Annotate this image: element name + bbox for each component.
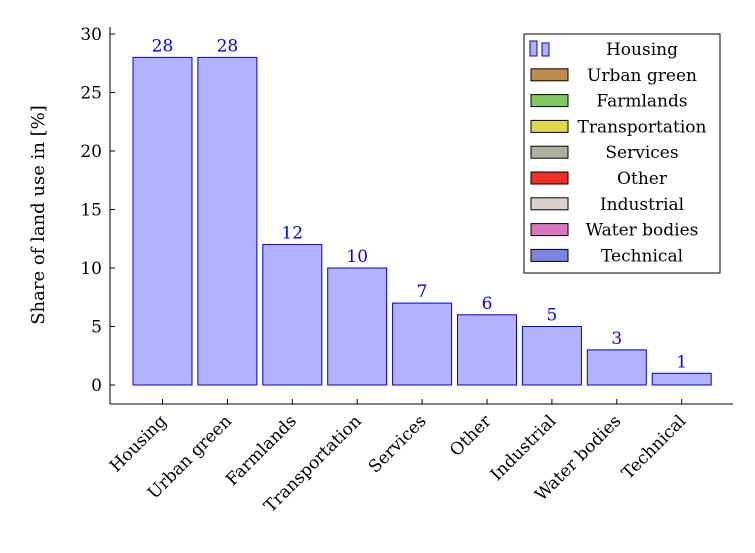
value-label: 7	[417, 282, 428, 302]
value-label: 5	[546, 306, 557, 326]
value-label: 6	[482, 294, 493, 314]
bar	[457, 314, 517, 386]
y-tick-label: 30	[80, 25, 102, 45]
x-tick-label: Housing	[106, 411, 171, 476]
bar	[651, 372, 712, 386]
legend-label: Farmlands	[596, 92, 687, 112]
legend-swatch	[530, 68, 569, 82]
bar	[132, 56, 193, 386]
y-tick-labels: 0 5 10 15 20 25 30	[80, 25, 102, 396]
y-tick-label: 5	[91, 318, 102, 338]
value-labels: 28 28 12 10 7 6 5 3 1	[152, 36, 687, 372]
legend-swatch	[530, 197, 569, 211]
value-label: 28	[217, 36, 239, 56]
legend-label: Other	[617, 169, 668, 189]
value-label: 12	[281, 224, 303, 244]
legend-label: Urban green	[587, 66, 697, 86]
bar	[262, 244, 323, 386]
value-label: 28	[152, 36, 174, 56]
legend-swatch	[541, 42, 550, 57]
x-tick-label: Technical	[618, 411, 690, 483]
x-tick-label: Services	[365, 411, 431, 477]
legend-label: Transportation	[578, 117, 707, 137]
legend-swatch	[530, 119, 569, 133]
legend-label: Services	[605, 143, 678, 163]
y-tick-label: 20	[80, 142, 102, 162]
bar	[197, 56, 258, 386]
x-tick-label: Other	[446, 411, 496, 461]
bars	[132, 56, 712, 386]
legend-label: Housing	[606, 40, 678, 60]
legend-label: Technical	[601, 246, 683, 266]
legend: Housing Urban green Farmlands Transportatio…	[523, 33, 721, 274]
bar	[586, 349, 647, 386]
legend-swatch	[530, 223, 569, 237]
legend-label: Water bodies	[586, 221, 699, 241]
bar	[392, 302, 453, 386]
legend-label: Industrial	[600, 195, 684, 215]
y-tick-label: 10	[80, 259, 102, 279]
bar	[521, 326, 582, 386]
legend-swatch	[529, 40, 538, 57]
legend-swatch	[530, 145, 569, 159]
y-tick-label: 25	[80, 84, 102, 104]
legend-swatch	[530, 248, 569, 262]
legend-swatch	[530, 171, 569, 185]
legend-swatch	[530, 94, 569, 108]
axes	[109, 27, 733, 405]
value-label: 3	[611, 329, 622, 349]
value-label: 1	[676, 352, 687, 372]
y-tick-label: 0	[91, 376, 102, 396]
value-label: 10	[346, 247, 368, 267]
y-tick-label: 15	[80, 201, 102, 221]
y-axis-label: Share of land use in [%]	[28, 105, 49, 325]
bar	[327, 267, 388, 386]
